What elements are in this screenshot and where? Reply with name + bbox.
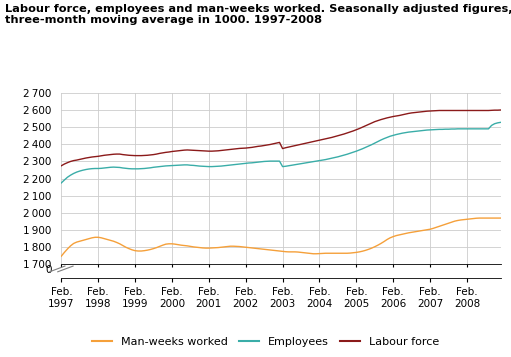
Line: Labour force: Labour force — [61, 110, 501, 166]
Labour force — [418, 110, 424, 114]
Man-weeks worked — [123, 245, 129, 250]
Line: Employees: Employees — [61, 122, 501, 183]
Man-weeks worked — [412, 230, 418, 234]
Employees — [371, 141, 378, 145]
Labour force — [89, 155, 95, 159]
Legend: Man-weeks worked, Employees, Labour force: Man-weeks worked, Employees, Labour forc… — [88, 333, 444, 351]
Labour force — [371, 120, 378, 124]
Employees — [418, 129, 424, 133]
Labour force — [123, 153, 129, 157]
Man-weeks worked — [58, 254, 64, 258]
Labour force — [194, 148, 200, 152]
Labour force — [58, 164, 64, 168]
Man-weeks worked — [418, 228, 424, 233]
Man-weeks worked — [194, 245, 200, 250]
Line: Man-weeks worked: Man-weeks worked — [61, 218, 501, 256]
Man-weeks worked — [89, 236, 95, 240]
Man-weeks worked — [498, 216, 504, 220]
Text: Labour force, employees and man-weeks worked. Seasonally adjusted figures,
three: Labour force, employees and man-weeks wo… — [5, 4, 511, 25]
Employees — [194, 164, 200, 168]
Employees — [89, 166, 95, 171]
Employees — [498, 120, 504, 125]
Man-weeks worked — [371, 245, 378, 249]
Employees — [412, 129, 418, 134]
Labour force — [498, 108, 504, 112]
Man-weeks worked — [476, 216, 482, 220]
Labour force — [412, 110, 418, 115]
Employees — [58, 181, 64, 185]
Employees — [123, 166, 129, 170]
